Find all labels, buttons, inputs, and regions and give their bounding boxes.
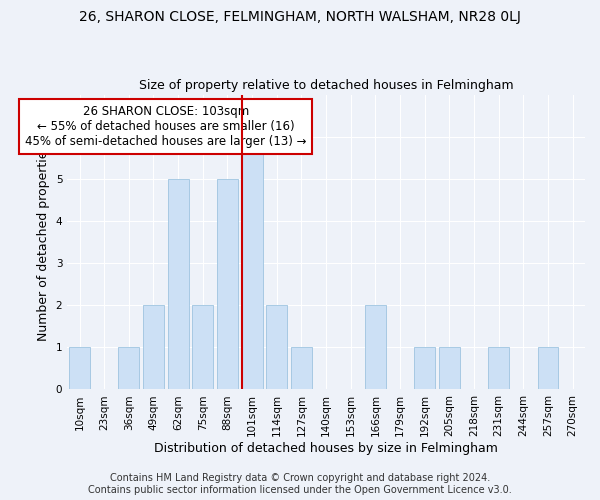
Bar xyxy=(439,348,460,390)
Bar xyxy=(143,305,164,390)
Y-axis label: Number of detached properties: Number of detached properties xyxy=(37,144,50,340)
Text: Contains HM Land Registry data © Crown copyright and database right 2024.
Contai: Contains HM Land Registry data © Crown c… xyxy=(88,474,512,495)
Title: Size of property relative to detached houses in Felmingham: Size of property relative to detached ho… xyxy=(139,79,514,92)
Bar xyxy=(291,348,312,390)
Bar xyxy=(217,179,238,390)
Bar xyxy=(193,305,213,390)
Bar xyxy=(118,348,139,390)
Bar xyxy=(488,348,509,390)
X-axis label: Distribution of detached houses by size in Felmingham: Distribution of detached houses by size … xyxy=(154,442,498,455)
Bar xyxy=(242,136,263,390)
Text: 26, SHARON CLOSE, FELMINGHAM, NORTH WALSHAM, NR28 0LJ: 26, SHARON CLOSE, FELMINGHAM, NORTH WALS… xyxy=(79,10,521,24)
Text: 26 SHARON CLOSE: 103sqm
← 55% of detached houses are smaller (16)
45% of semi-de: 26 SHARON CLOSE: 103sqm ← 55% of detache… xyxy=(25,105,307,148)
Bar xyxy=(69,348,90,390)
Bar xyxy=(365,305,386,390)
Bar xyxy=(538,348,559,390)
Bar xyxy=(414,348,435,390)
Bar xyxy=(167,179,188,390)
Bar xyxy=(266,305,287,390)
